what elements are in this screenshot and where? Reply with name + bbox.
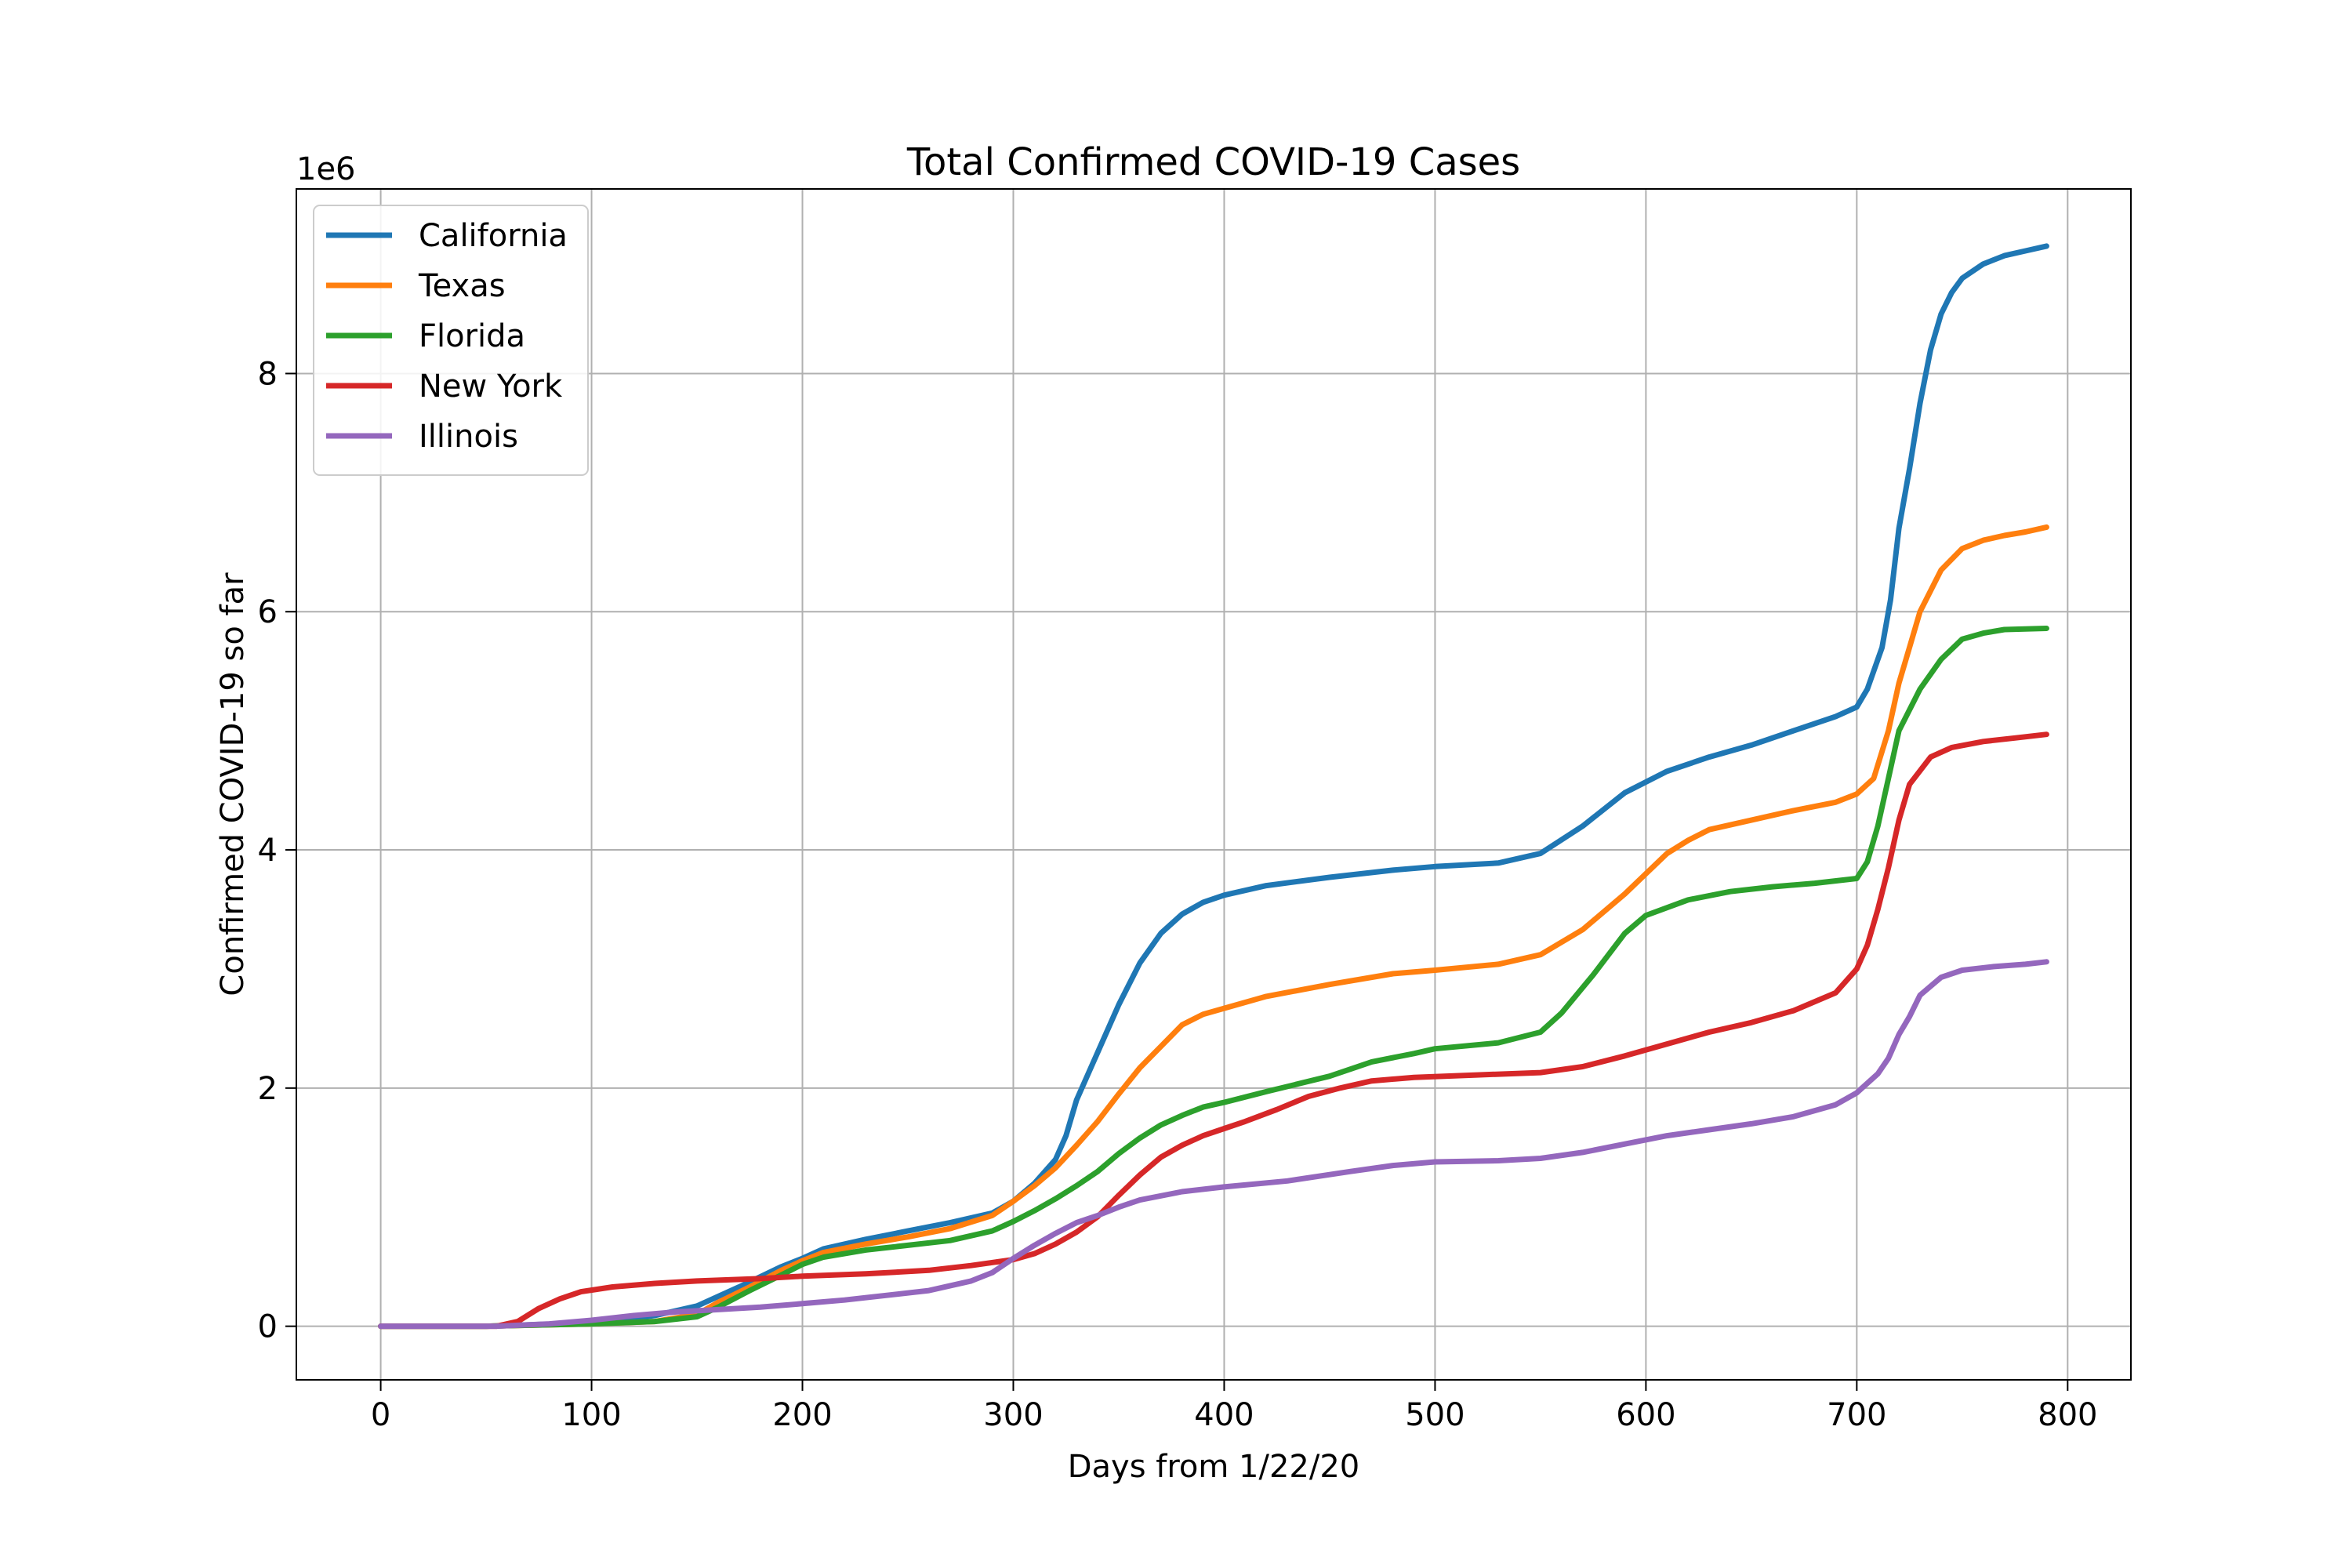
x-tick-label: 600 bbox=[1616, 1397, 1675, 1433]
series-line-florida bbox=[378, 626, 2049, 1330]
y-tick-label: 0 bbox=[258, 1309, 278, 1345]
legend-entry-label: California bbox=[419, 218, 568, 254]
x-tick-label: 300 bbox=[983, 1397, 1043, 1433]
plot-frame bbox=[296, 188, 2132, 1381]
y-axis-label: Confirmed COVID-19 so far bbox=[215, 572, 251, 996]
x-tick-label: 800 bbox=[2038, 1397, 2097, 1433]
legend-entry-label: New York bbox=[419, 368, 563, 405]
legend-entry-label: Florida bbox=[419, 318, 525, 354]
y-axis-offset-label: 1e6 bbox=[296, 151, 356, 187]
series-line-texas bbox=[378, 524, 2049, 1330]
y-tick-label: 4 bbox=[258, 833, 278, 869]
x-tick-label: 200 bbox=[772, 1397, 832, 1433]
series-line-california bbox=[378, 243, 2049, 1330]
series-lines bbox=[378, 243, 2049, 1330]
y-tick-label: 8 bbox=[258, 356, 278, 392]
chart-title: Total Confirmed COVID-19 Cases bbox=[906, 140, 1520, 184]
legend-entry-label: Illinois bbox=[419, 419, 518, 455]
legend-box bbox=[313, 205, 589, 476]
grid-lines bbox=[296, 189, 2131, 1380]
legend: California Texas Florida New York Illinois bbox=[313, 205, 589, 476]
x-tick-label: 400 bbox=[1194, 1397, 1254, 1433]
x-tick-label: 0 bbox=[371, 1397, 390, 1433]
legend-entry-label: Texas bbox=[418, 268, 506, 304]
y-tick-label: 6 bbox=[258, 594, 278, 630]
series-line-new-york bbox=[378, 731, 2049, 1330]
x-tick-label: 500 bbox=[1405, 1397, 1465, 1433]
x-tick-label: 700 bbox=[1827, 1397, 1886, 1433]
series-line-illinois bbox=[378, 959, 2049, 1330]
x-axis-label: Days from 1/22/20 bbox=[1068, 1449, 1360, 1485]
axis-ticks: 0 100 200 300 400 500 600 700 800 0 2 4 6 8 bbox=[258, 356, 2098, 1433]
y-tick-label: 2 bbox=[258, 1071, 278, 1107]
x-tick-label: 100 bbox=[561, 1397, 621, 1433]
